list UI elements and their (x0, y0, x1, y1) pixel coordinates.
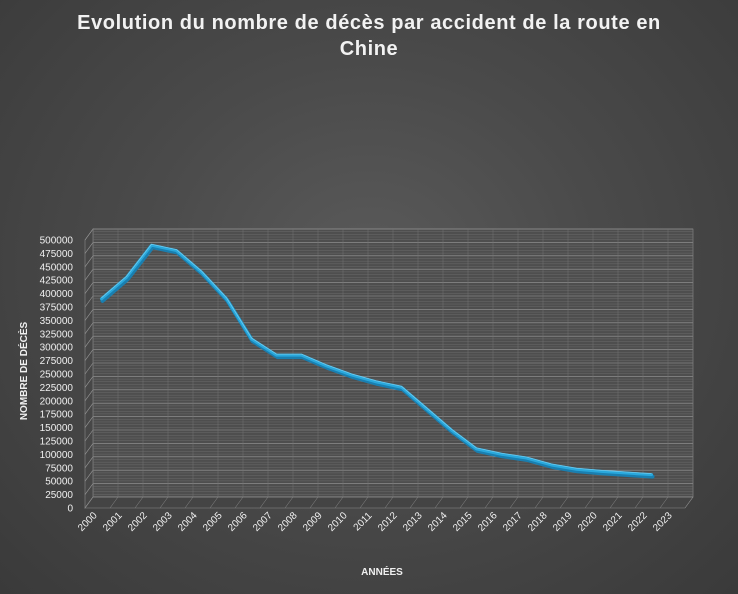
gridline-floor (359, 496, 369, 509)
gridline-side (84, 456, 94, 468)
gridline-side (84, 295, 94, 308)
y-axis-label: NOMBRE DE DÉCÈS (17, 322, 30, 421)
gridline-side (84, 362, 94, 375)
x-tick-label: 2022 (626, 510, 650, 534)
gridlines (84, 228, 694, 509)
x-tick-label: 2007 (251, 510, 275, 534)
x-tick-label: 2008 (276, 510, 300, 534)
gridline-floor (409, 496, 419, 509)
chart-title: Evolution du nombre de décès par acciden… (77, 12, 661, 60)
gridline-side (84, 282, 94, 294)
y-tick-label: 100000 (40, 450, 74, 461)
gridline-floor (384, 496, 394, 509)
x-tick-label: 2020 (576, 510, 600, 534)
gridline-side (84, 349, 94, 361)
gridline-floor (334, 496, 344, 509)
y-tick-label: 225000 (40, 383, 74, 394)
x-tick-label: 2006 (226, 510, 250, 534)
gridline-side (84, 336, 94, 348)
y-tick-label: 125000 (40, 437, 74, 448)
y-tick-label: 275000 (40, 356, 74, 367)
x-tick-label: 2021 (601, 510, 625, 534)
x-tick-label: 2014 (426, 510, 450, 534)
x-tick-label: 2005 (201, 510, 225, 534)
y-tick-label: 450000 (40, 262, 74, 273)
gridline-floor (84, 496, 94, 509)
y-tick-label: 350000 (40, 316, 74, 327)
x-tick-label: 2003 (151, 510, 175, 534)
x-tick-label: 2009 (301, 510, 325, 534)
gridline-side (84, 403, 94, 415)
gridline-floor (284, 496, 294, 509)
gridline-floor (684, 496, 694, 509)
gridline-floor (134, 496, 144, 509)
y-tick-label: 375000 (40, 303, 74, 314)
gridline-floor (609, 496, 619, 509)
y-tick-label: 75000 (45, 463, 73, 474)
x-tick-label: 2017 (501, 510, 525, 534)
gridline-floor (159, 496, 169, 509)
y-tick-label: 500000 (40, 236, 74, 247)
gridline-floor (509, 496, 519, 509)
gridline-side (84, 255, 94, 267)
x-tick-label: 2012 (376, 510, 400, 534)
gridline-side (84, 389, 94, 401)
gridline-floor (484, 496, 494, 509)
gridline-side (84, 269, 94, 281)
gridline-floor (309, 496, 319, 509)
gridline-floor (659, 496, 669, 509)
gridline-floor (534, 496, 544, 509)
y-tick-label: 25000 (45, 490, 73, 501)
x-tick-label: 2001 (101, 510, 125, 534)
gridline-floor (434, 496, 444, 509)
y-tick-label: 175000 (40, 410, 74, 421)
y-tick-label: 300000 (40, 343, 74, 354)
x-tick-label: 2004 (176, 510, 200, 534)
y-tick-label: 425000 (40, 276, 74, 287)
y-axis-ticks: 0 25000 50000 75000 100000 125000 150000 175000… (40, 236, 74, 515)
x-tick-label: 2015 (451, 510, 475, 534)
gridline-side (84, 483, 94, 495)
gridline-floor (109, 496, 119, 509)
gridline-side (84, 470, 94, 482)
y-tick-label: 250000 (40, 370, 74, 381)
gridline-floor (584, 496, 594, 509)
x-tick-label: 2018 (526, 510, 550, 534)
y-tick-label: 150000 (40, 423, 74, 434)
gridline-floor (259, 496, 269, 509)
gridline-floor (209, 496, 219, 509)
x-tick-label: 2013 (401, 510, 425, 534)
gridline-side (84, 322, 94, 334)
y-tick-label: 400000 (40, 289, 74, 300)
gridline-side (84, 242, 94, 254)
x-axis-ticks: 2000 2001 2002 2003 2004 2005 2006 2007 2008 2009… (76, 510, 675, 534)
x-tick-label: 2002 (126, 510, 150, 534)
gridline-side (84, 429, 94, 442)
x-tick-label: 2000 (76, 510, 100, 534)
y-tick-label: 325000 (40, 329, 74, 340)
gridline-floor (184, 496, 194, 509)
gridline-side (84, 416, 94, 428)
data-series (100, 243, 655, 479)
x-tick-label: 2011 (352, 510, 375, 533)
gridline-side (84, 376, 94, 388)
gridline-side (84, 228, 94, 241)
x-tick-label: 2016 (476, 510, 500, 534)
y-tick-label: 475000 (40, 249, 74, 260)
y-tick-label: 50000 (45, 477, 73, 488)
x-tick-label: 2019 (551, 510, 575, 534)
x-tick-label: 2010 (326, 510, 350, 534)
x-axis-label: ANNÉES (361, 565, 403, 578)
gridline-side (84, 309, 94, 321)
y-tick-label: 0 (67, 504, 73, 515)
x-tick-label: 2023 (651, 510, 675, 534)
gridline-floor (459, 496, 469, 509)
gridline-floor (559, 496, 569, 509)
series-line-highlight (101, 243, 652, 475)
gridline-floor (234, 496, 244, 509)
gridline-side (84, 443, 94, 455)
y-tick-label: 200000 (40, 396, 74, 407)
gridline-floor (634, 496, 644, 509)
